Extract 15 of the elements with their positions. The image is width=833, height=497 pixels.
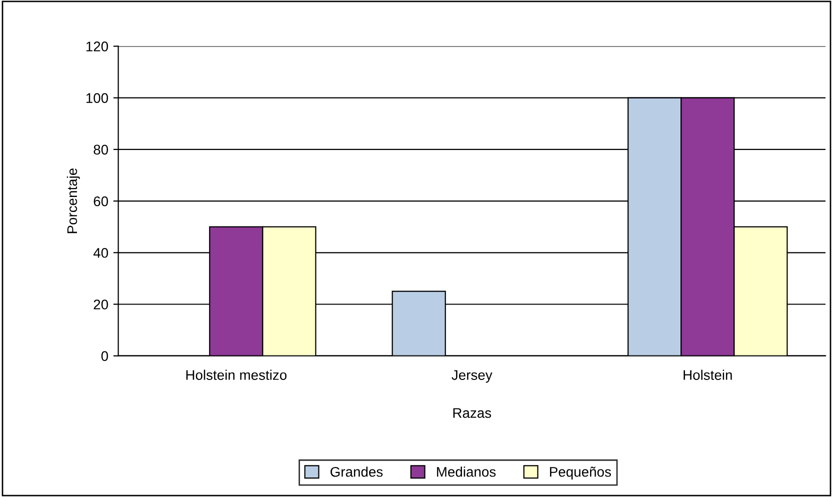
- y-tick-label: 0: [101, 351, 108, 362]
- y-tick-label: 20: [94, 300, 108, 310]
- legend-label: Pequeños: [550, 466, 611, 480]
- y-tick-label: 40: [93, 248, 108, 258]
- y-tick-label: 120: [86, 42, 108, 52]
- x-tick-label: Jersey: [452, 370, 492, 383]
- y-tick-label: 80: [94, 144, 108, 155]
- legend-label: Grandes: [330, 466, 383, 477]
- y-tick-label: 100: [86, 93, 108, 103]
- legend-label: Medianos: [437, 466, 496, 477]
- x-tick-label: Holstein: [684, 370, 732, 380]
- x-axis-title: Razas: [453, 408, 492, 418]
- x-tick-label: Holstein mestizo: [186, 370, 287, 380]
- y-tick-label: 60: [94, 196, 108, 206]
- y-axis-title: Porcentaje: [66, 168, 80, 234]
